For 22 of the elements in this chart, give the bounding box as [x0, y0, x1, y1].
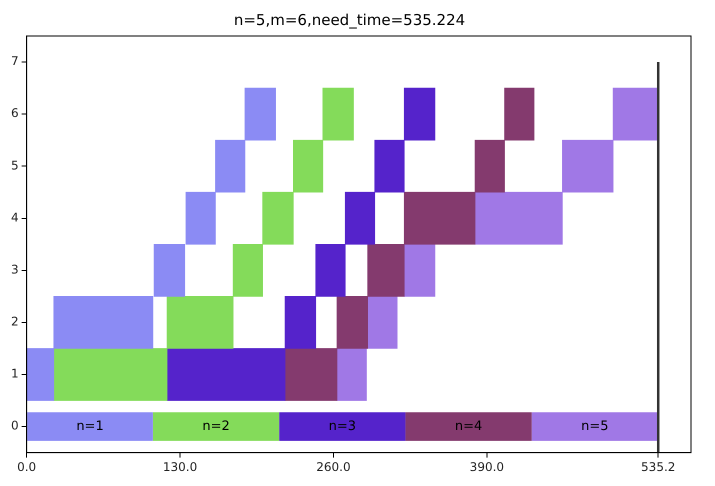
series-label: n=2 — [202, 418, 230, 434]
bar — [336, 348, 367, 401]
x-tick-label: 0.0 — [17, 460, 36, 474]
chart-title: n=5,m=6,need_time=535.224 — [234, 10, 466, 29]
series-label: n=5 — [581, 418, 609, 434]
x-tick-label: 260.0 — [316, 460, 351, 474]
series-label: n=3 — [328, 418, 356, 434]
y-tick-label: 6 — [10, 106, 19, 120]
series-label: n=1 — [76, 418, 104, 434]
y-tick-label: 3 — [10, 262, 19, 276]
y-tick-label: 0 — [10, 418, 19, 433]
bar — [367, 296, 398, 349]
y-tick-label: 7 — [10, 54, 19, 68]
y-tick-label: 1 — [10, 366, 19, 381]
y-tick-label: 4 — [10, 210, 19, 224]
y-tick-label: 5 — [10, 158, 19, 172]
x-tick-label: 535.2 — [641, 460, 676, 474]
bar — [404, 244, 436, 297]
x-tick-label: 390.0 — [470, 460, 504, 474]
x-tick-label: 130.0 — [162, 460, 198, 474]
y-tick-label: 2 — [10, 314, 19, 329]
series-label: n=4 — [454, 418, 482, 434]
